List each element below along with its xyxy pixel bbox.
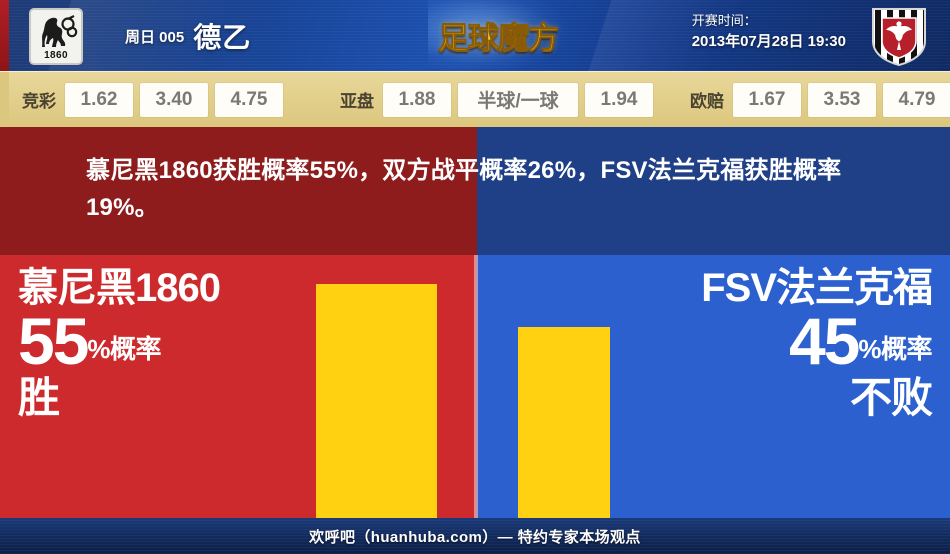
home-team-crest-icon: 1860	[29, 8, 83, 65]
away-percent-unit: %概率	[858, 333, 932, 364]
odds-cell[interactable]: 4.75	[215, 82, 283, 117]
kickoff-value: 2013年07月28日 19:30	[691, 32, 846, 50]
away-team-stats: FSV法兰克福 45 %概率 不败	[602, 266, 933, 421]
odds-group-oupei: 欧赔 1.67 3.53 4.79	[690, 82, 950, 117]
odds-cell[interactable]: 3.53	[808, 82, 876, 117]
match-round-label: 周日 005	[125, 28, 185, 46]
away-team-crest-icon	[870, 5, 928, 67]
probability-summary-banner: 慕尼黑1860获胜概率55%，双方战平概率26%，FSV法兰克福获胜概率19%。	[0, 127, 950, 255]
odds-group-label: 欧赔	[690, 92, 724, 111]
away-percent-row: 45 %概率	[602, 304, 933, 378]
home-percent-unit: %概率	[87, 333, 162, 364]
kickoff-label: 开赛时间：	[691, 13, 757, 28]
home-result-word: 胜	[18, 373, 60, 421]
odds-cell[interactable]: 1.94	[585, 82, 653, 117]
header-left-red-edge	[0, 0, 9, 71]
bar-home-probability	[316, 284, 437, 518]
odds-left-edge	[0, 72, 9, 128]
summary-text: 慕尼黑1860获胜概率55%，双方战平概率26%，FSV法兰克福获胜概率19%。	[86, 157, 842, 222]
odds-group-label: 亚盘	[340, 92, 374, 111]
odds-cell[interactable]: 1.67	[733, 82, 801, 117]
header-bar: 1860 周日 005 德乙 足球魔方 开赛时间： 2013年07月28日 19…	[0, 0, 950, 71]
odds-group-jingcai: 竞彩 1.62 3.40 4.75	[22, 82, 283, 117]
summary-left-background	[0, 127, 477, 255]
brand-text-part2: 魔	[498, 20, 530, 56]
match-title: 周日 005 德乙	[125, 14, 251, 58]
panel-divider	[474, 255, 478, 518]
odds-cell[interactable]: 1.62	[65, 82, 133, 117]
brand-logo-text: 足球魔方	[438, 13, 560, 58]
away-team-name: FSV法兰克福	[701, 266, 933, 310]
home-percent-row: 55 %概率	[18, 304, 318, 378]
odds-cell[interactable]: 3.40	[140, 82, 208, 117]
odds-cell-handicap[interactable]: 半球/一球	[458, 82, 578, 117]
away-result-word: 不败	[849, 373, 933, 421]
footer-bar: 欢呼吧（huanhuba.com）— 特约专家本场观点	[0, 518, 950, 554]
odds-cell[interactable]: 4.79	[883, 82, 950, 117]
odds-cell[interactable]: 1.88	[383, 82, 451, 117]
footer-text: 欢呼吧（huanhuba.com）— 特约专家本场观点	[309, 528, 641, 546]
brand-glow	[428, 0, 568, 71]
home-team-stats: 慕尼黑1860 55 %概率 胜	[18, 267, 318, 420]
match-league-label: 德乙	[193, 22, 252, 53]
away-percent-value: 45	[788, 304, 860, 378]
probability-chart: 慕尼黑1860 55 %概率 胜 FSV法兰克福 45 %概率 不败	[0, 255, 950, 518]
home-crest-year-label: 1860	[44, 50, 68, 61]
kickoff-block: 开赛时间： 2013年07月28日 19:30	[692, 12, 846, 53]
odds-strip: 竞彩 1.62 3.40 4.75 亚盘 1.88 半球/一球 1.94 欧赔 …	[0, 71, 950, 128]
home-percent-value: 55	[18, 304, 89, 378]
bar-away-probability	[518, 327, 610, 518]
brand-text-part1: 足球	[438, 20, 500, 56]
home-team-name: 慕尼黑1860	[18, 266, 221, 310]
summary-right-background	[477, 127, 950, 255]
odds-group-yapan: 亚盘 1.88 半球/一球 1.94	[340, 82, 653, 117]
brand-logo: 足球魔方	[418, 0, 578, 71]
odds-group-label: 竞彩	[22, 92, 56, 111]
brand-text-part3: 方	[528, 20, 560, 56]
